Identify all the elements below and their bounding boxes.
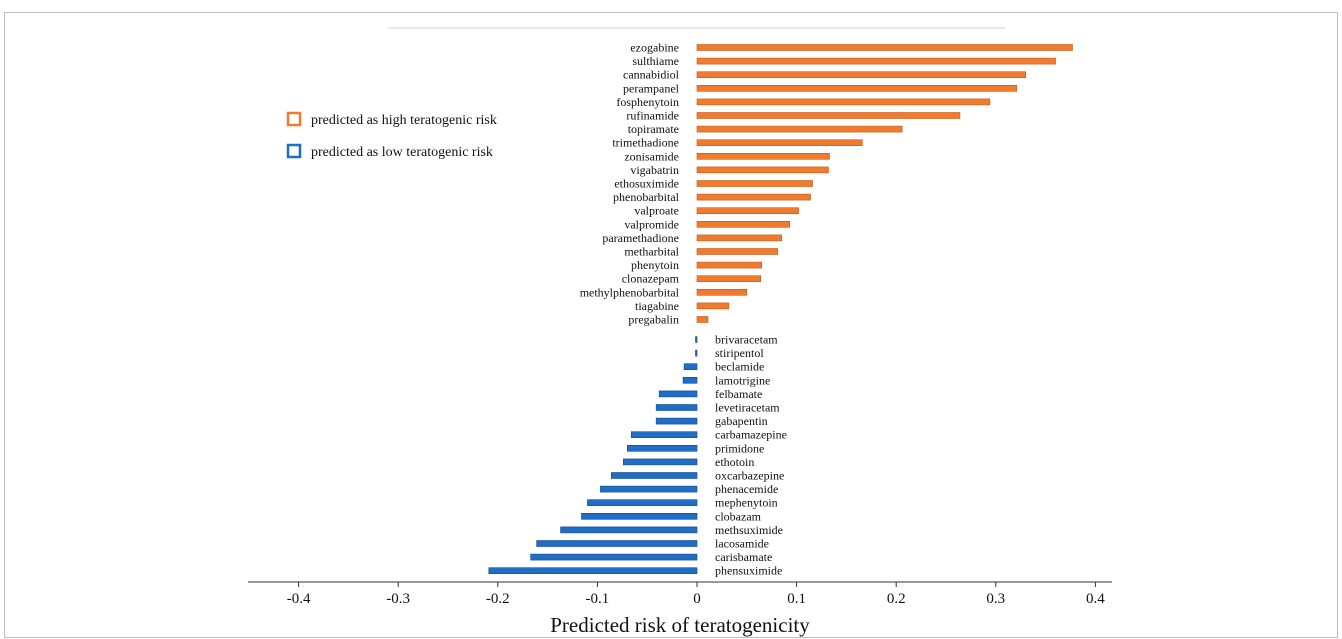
bar-high-methylphenobarbital [696, 288, 748, 296]
bars-group [488, 44, 1073, 575]
bar-low-primidone [626, 444, 698, 452]
category-label-vigabatrin: vigabatrin [630, 163, 679, 177]
bar-high-valpromide [696, 221, 790, 228]
category-label-gabapentin: gabapentin [715, 414, 768, 428]
bar-low-ethotoin [622, 458, 698, 466]
bar-high-paramethadione [696, 234, 782, 242]
bar-high-phenobarbital [696, 193, 811, 201]
category-label-felbamate: felbamate [715, 387, 762, 401]
category-label-valpromide: valpromide [624, 217, 679, 231]
category-label-fosphenytoin: fosphenytoin [616, 95, 679, 109]
x-tick-label: 0.2 [887, 591, 906, 607]
category-label-brivaracetam: brivaracetam [715, 333, 778, 347]
x-axis-title: Predicted risk of teratogenicity [550, 613, 810, 637]
bar-high-ezogabine [696, 44, 1073, 51]
category-label-carisbamate: carisbamate [715, 550, 772, 564]
category-label-clobazam: clobazam [715, 509, 762, 523]
category-label-topiramate: topiramate [628, 122, 679, 136]
category-label-beclamide: beclamide [715, 360, 764, 374]
category-label-zonisamide: zonisamide [624, 149, 679, 163]
bar-low-methsuximide [560, 526, 698, 534]
category-label-carbamazepine: carbamazepine [715, 428, 787, 442]
category-label-phenacemide: phenacemide [715, 482, 778, 496]
category-label-perampanel: perampanel [623, 81, 680, 95]
bar-high-metharbital [696, 248, 778, 255]
category-label-phensuximide: phensuximide [715, 564, 782, 578]
bar-high-ethosuximide [696, 180, 813, 187]
bar-high-perampanel [696, 85, 1018, 92]
bar-low-levetiracetam [655, 404, 698, 411]
x-tick-label: -0.2 [486, 591, 510, 607]
bar-high-fosphenytoin [696, 98, 991, 106]
bar-low-carbamazepine [630, 431, 698, 439]
bar-high-pregabalin [696, 316, 709, 323]
bar-low-clobazam [581, 512, 698, 520]
category-label-phenobarbital: phenobarbital [613, 190, 680, 204]
category-label-phenytoin: phenytoin [631, 258, 679, 272]
bar-high-phenytoin [696, 261, 763, 269]
bar-high-tiagabine [696, 302, 730, 310]
category-label-clonazepam: clonazepam [622, 272, 680, 286]
bar-low-lacosamide [536, 540, 698, 547]
bar-low-stiripentol [695, 349, 698, 357]
x-tick-label: 0 [693, 591, 701, 607]
legend: predicted as high teratogenic risk predic… [286, 111, 497, 160]
bar-high-sulthiame [696, 57, 1056, 65]
category-label-trimethadione: trimethadione [612, 136, 679, 150]
category-label-oxcarbazepine: oxcarbazepine [715, 469, 784, 483]
x-tick-label: -0.3 [386, 591, 410, 607]
category-label-ethosuximide: ethosuximide [614, 177, 679, 191]
bar-low-gabapentin [655, 417, 698, 425]
bar-high-rufinamide [696, 112, 961, 119]
bar-low-brivaracetam [695, 336, 698, 343]
bar-low-beclamide [683, 363, 698, 371]
bar-high-cannabidiol [696, 71, 1026, 78]
category-label-cannabidiol: cannabidiol [623, 68, 680, 82]
bar-low-felbamate [658, 390, 698, 398]
x-tick-label: 0.1 [787, 591, 806, 607]
category-label-sulthiame: sulthiame [632, 54, 679, 68]
category-label-ethotoin: ethotoin [715, 455, 754, 469]
bar-low-carisbamate [530, 553, 698, 561]
category-label-pregabalin: pregabalin [628, 313, 679, 327]
x-tick-label: 0.4 [1086, 591, 1105, 607]
bar-low-oxcarbazepine [611, 472, 698, 479]
category-label-metharbital: metharbital [624, 245, 679, 259]
category-label-methylphenobarbital: methylphenobarbital [580, 285, 680, 299]
category-label-paramethadione: paramethadione [602, 231, 679, 245]
figure-frame [4, 12, 1338, 638]
bar-high-topiramate [696, 125, 903, 133]
bar-low-lamotrigine [682, 376, 698, 384]
category-label-valproate: valproate [634, 204, 679, 218]
bar-low-mephenytoin [587, 499, 698, 507]
bar-high-trimethadione [696, 139, 863, 146]
bar-high-zonisamide [696, 153, 830, 160]
bar-low-phenacemide [600, 485, 698, 493]
category-label-levetiracetam: levetiracetam [715, 401, 780, 415]
x-axis-ticks: -0.4 -0.3 -0.2 -0.1 0 0.1 0.2 0.3 0.4 [287, 582, 1105, 607]
x-tick-label: -0.4 [287, 591, 311, 607]
x-tick-label: 0.3 [986, 591, 1005, 607]
legend-swatch [286, 111, 302, 127]
category-label-stiripentol: stiripentol [715, 346, 764, 360]
category-label-lacosamide: lacosamide [715, 537, 769, 551]
category-label-rufinamide: rufinamide [626, 109, 679, 123]
category-label-lamotrigine: lamotrigine [715, 373, 770, 387]
category-label-ezogabine: ezogabine [630, 41, 679, 55]
category-label-primidone: primidone [715, 441, 764, 455]
x-tick-label: -0.1 [586, 591, 610, 607]
legend-label: predicted as low teratogenic risk [311, 145, 493, 160]
category-label-mephenytoin: mephenytoin [715, 496, 778, 510]
bar-low-phensuximide [488, 567, 698, 575]
category-labels: ezogabinesulthiamecannabidiolperampanelf… [580, 41, 787, 578]
bar-high-clonazepam [696, 275, 762, 283]
legend-swatch [286, 143, 302, 159]
category-label-tiagabine: tiagabine [635, 299, 679, 313]
bar-high-vigabatrin [696, 166, 829, 174]
category-label-methsuximide: methsuximide [715, 523, 783, 537]
legend-label: predicted as high teratogenic risk [311, 113, 497, 128]
bar-high-valproate [696, 207, 799, 214]
